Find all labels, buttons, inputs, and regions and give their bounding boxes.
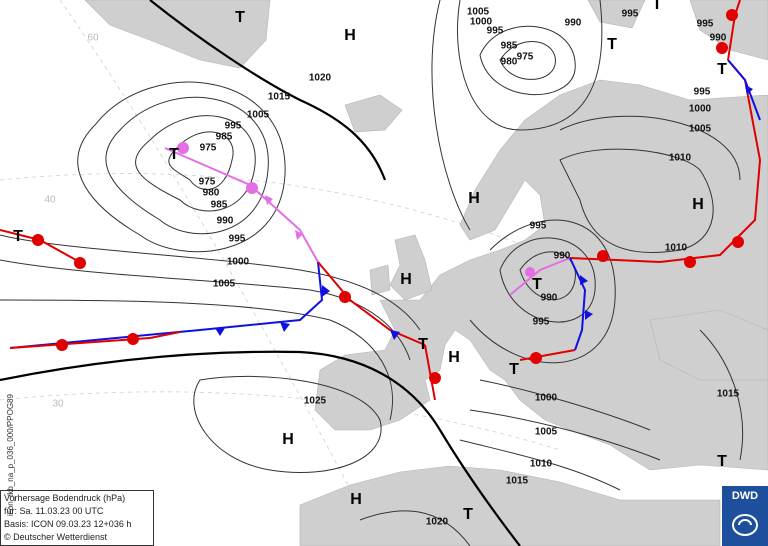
pressure-center: T	[418, 336, 428, 353]
latitude-label: 30	[52, 399, 64, 410]
isobar-label: 1000	[470, 17, 493, 28]
info-basis: Basis: ICON 09.03.23 12+036 h	[4, 519, 131, 529]
isobar-label: 1000	[227, 257, 250, 268]
pressure-center: H	[468, 190, 480, 207]
pressure-center: H	[350, 491, 362, 508]
isobar-label: 985	[501, 41, 518, 52]
info-box: Vorhersage Bodendruck (hPa) für: Sa. 11.…	[0, 490, 154, 546]
pressure-center: T	[169, 146, 179, 163]
isobar-label: 990	[554, 251, 571, 262]
isobar-label: 990	[710, 33, 727, 44]
isobar-label: 1000	[689, 104, 712, 115]
pressure-center: T	[652, 0, 662, 13]
pressure-center: H	[400, 271, 412, 288]
isobar-label: 995	[530, 221, 547, 232]
isobar-label: 985	[216, 132, 233, 143]
isobar-label: 1020	[426, 517, 449, 528]
pressure-center: T	[607, 36, 617, 53]
isobar-label: 1005	[213, 279, 236, 290]
isobars	[0, 0, 744, 546]
isobar-label: 995	[622, 9, 639, 20]
isobar-label: 990	[565, 18, 582, 29]
isobar-label: 980	[501, 57, 518, 68]
info-copyright: © Deutscher Wetterdienst	[4, 532, 108, 542]
isobar-label: 995	[694, 87, 711, 98]
logo-text: DWD	[732, 490, 758, 502]
isobar-label: 990	[217, 216, 234, 227]
isobar-label: 1000	[535, 393, 558, 404]
pressure-center: H	[692, 196, 704, 213]
isobar-label: 1015	[717, 389, 740, 400]
isobar-label: 1010	[669, 153, 692, 164]
isobar-label: 1015	[268, 92, 291, 103]
isobar-label: 995	[225, 121, 242, 132]
isobar-label: 1010	[665, 243, 688, 254]
pressure-center: T	[717, 61, 727, 78]
isobar-label: 1005	[535, 427, 558, 438]
fronts	[0, 0, 762, 401]
isobar-label: 995	[697, 19, 714, 30]
latitude-label: 60	[87, 33, 99, 44]
latitude-label: 40	[44, 195, 56, 206]
pressure-center: T	[532, 276, 542, 293]
graticule	[0, 0, 561, 546]
isobar-label: 1005	[689, 124, 712, 135]
isobar-label: 995	[533, 317, 550, 328]
pressure-center: T	[463, 506, 473, 523]
isobar-label: 975	[199, 177, 216, 188]
pressure-center: T	[717, 453, 727, 470]
isobar-label: 990	[541, 293, 558, 304]
isobar-label: 1005	[247, 110, 270, 121]
isobar-label: 975	[200, 143, 217, 154]
pressure-center: T	[235, 9, 245, 26]
isobar-label: 1010	[530, 459, 553, 470]
isobar-label: 995	[229, 234, 246, 245]
land	[84, 0, 768, 546]
side-label: icon_tkb_na_p_036_000/PPOG89	[6, 394, 15, 516]
pressure-center: T	[13, 228, 23, 245]
isobar-label: 985	[211, 200, 228, 211]
isobar-label: 1020	[309, 73, 332, 84]
isobar-label: 995	[487, 26, 504, 37]
pressure-center: H	[448, 349, 460, 366]
pressure-center: H	[282, 431, 294, 448]
isobar-label: 975	[517, 52, 534, 63]
pressure-center: H	[344, 27, 356, 44]
isobar-label: 1005	[467, 7, 490, 18]
info-title: Vorhersage Bodendruck (hPa)	[4, 493, 125, 503]
isobar-label: 1025	[304, 396, 327, 407]
isobar-label: 980	[203, 188, 220, 199]
pressure-center: T	[509, 361, 519, 378]
dwd-logo: DWD	[722, 486, 768, 546]
isobar-label: 1015	[506, 476, 529, 487]
info-valid: für: Sa. 11.03.23 00 UTC	[4, 506, 104, 516]
